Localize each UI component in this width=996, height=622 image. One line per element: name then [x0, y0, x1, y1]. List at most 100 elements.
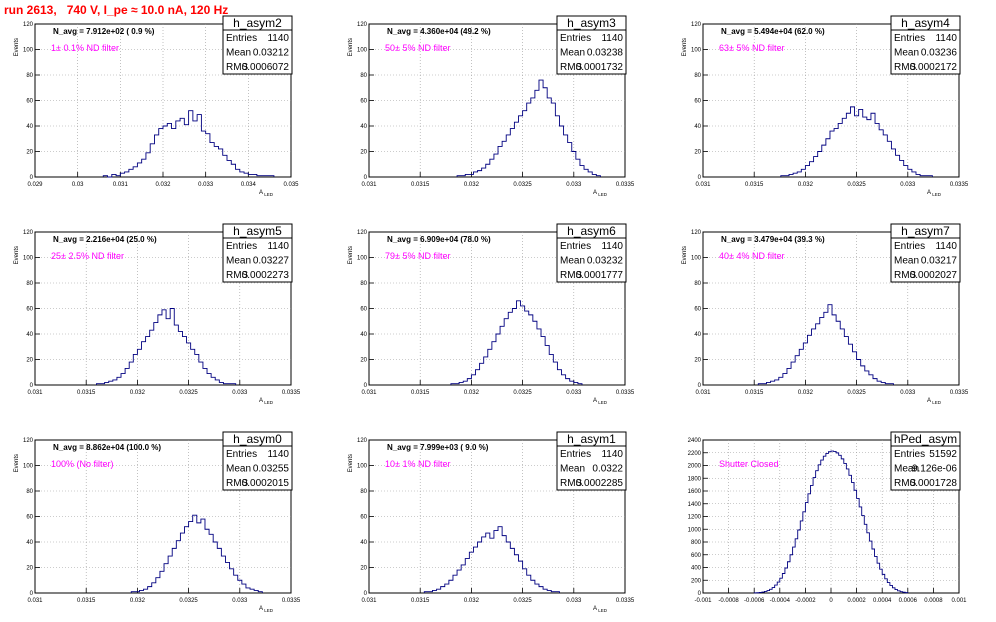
histogram-bin	[559, 126, 563, 177]
y-tick-label: 60	[360, 307, 367, 313]
histogram-bin	[187, 343, 191, 385]
stats-value: 0.03236	[921, 48, 958, 59]
stats-title: h_asym7	[901, 224, 950, 238]
histogram-bin	[162, 310, 166, 385]
y-tick-label: 2200	[688, 451, 702, 457]
histogram-bin	[240, 172, 244, 177]
y-tick-label: 120	[23, 230, 34, 236]
histogram-bin	[521, 306, 525, 385]
x-axis-title: A LED	[259, 190, 274, 197]
histogram-bin	[799, 349, 803, 385]
x-tick-label: 0.0315	[411, 598, 430, 604]
histogram-bin	[486, 164, 490, 177]
x-tick-label: 0.001	[951, 598, 967, 604]
histogram-bin	[800, 521, 803, 593]
histogram-bin	[568, 143, 572, 177]
stats-value: 0.03212	[253, 48, 290, 59]
histogram-bin	[883, 135, 887, 177]
x-tick-label: 0.0006	[899, 598, 918, 604]
stats-value: 0.03238	[587, 48, 624, 59]
histogram-outline	[456, 79, 601, 177]
histogram-bin	[803, 512, 806, 593]
histogram-bin	[508, 312, 512, 385]
x-tick-label: 0.0315	[411, 182, 430, 188]
stats-key: Mean	[894, 48, 919, 59]
y-tick-label: 1800	[688, 476, 702, 482]
y-tick-label: 80	[26, 489, 33, 495]
histogram-bin	[596, 176, 600, 177]
y-tick-label: 0	[364, 175, 368, 181]
x-tick-label: 0.0325	[179, 598, 198, 604]
x-axis-title: A LED	[927, 190, 942, 197]
histogram-bin	[193, 121, 197, 177]
histogram-bin	[555, 116, 559, 177]
histogram-bin	[205, 529, 209, 593]
stats-key: Entries	[226, 241, 257, 252]
n-avg-label: N_avg = 7.912e+02 ( 0.9 %)	[53, 27, 155, 36]
histogram-bin	[887, 583, 890, 593]
histogram-bin	[189, 522, 193, 593]
histogram-bin	[465, 174, 469, 177]
stats-key: Mean	[560, 256, 585, 267]
x-tick-label: 0.034	[241, 182, 257, 188]
histogram-bin	[879, 130, 883, 177]
stats-value: 1140	[267, 33, 289, 44]
x-tick-label: 0.031	[695, 182, 711, 188]
x-tick-label: 0.0325	[847, 390, 866, 396]
histogram-bin	[519, 116, 523, 177]
histogram-bin	[816, 471, 819, 593]
histogram-bin	[206, 134, 210, 177]
histogram-bin	[840, 329, 844, 385]
stats-value: 0.03255	[253, 464, 290, 475]
y-tick-label: 40	[26, 540, 33, 546]
stats-box	[890, 431, 961, 491]
histogram-bin	[890, 585, 893, 593]
histogram-bin	[496, 334, 500, 385]
x-axis-title: A LED	[593, 190, 608, 197]
histogram-bin	[875, 123, 879, 177]
x-axis-title: A LED	[259, 398, 274, 405]
x-tick-label: 0.031	[695, 390, 711, 396]
histogram-bin	[258, 592, 262, 593]
stats-key: Mean	[226, 464, 251, 475]
histogram-bin	[137, 163, 141, 177]
x-tick-label: 0.032	[155, 182, 171, 188]
histogram-bin	[818, 152, 822, 178]
histogram-bin	[482, 537, 486, 593]
stats-value: 0.03232	[587, 256, 624, 267]
histogram-bin	[203, 368, 207, 385]
histogram-bin	[154, 135, 158, 177]
histogram-bin	[758, 384, 762, 385]
histogram-bin	[139, 590, 143, 593]
x-tick-label: 0.033	[566, 390, 582, 396]
histogram-bin	[543, 88, 547, 177]
stats-title: h_asym3	[567, 16, 616, 30]
x-tick-label: 0.033	[566, 182, 582, 188]
stats-value: 0.03217	[921, 256, 958, 267]
histogram-bin	[469, 174, 473, 177]
y-tick-label: 20	[694, 358, 701, 364]
histogram-panel-h_asym3: 0.031 0.0315 0.032 0.0325 0.033 0.0335 0 20 40 60…	[348, 15, 635, 197]
histogram-bin	[176, 541, 180, 593]
y-tick-label: 0	[698, 175, 702, 181]
stats-title: h_asym2	[233, 16, 282, 30]
histogram-bin	[461, 565, 465, 593]
histogram-bin	[877, 563, 880, 593]
y-axis-title: Events	[14, 38, 20, 56]
x-axis-title: A LED	[259, 606, 274, 613]
histogram-bin	[523, 569, 527, 593]
histogram-bin	[121, 374, 125, 385]
histogram-bin	[105, 382, 109, 385]
histogram-bin	[519, 561, 523, 593]
histogram-bin	[184, 125, 188, 177]
histogram-bin	[777, 582, 780, 593]
x-tick-label: 0.031	[27, 390, 43, 396]
x-tick-label: 0.032	[130, 598, 146, 604]
histogram-bin	[502, 536, 506, 593]
histogram-bin	[471, 375, 475, 385]
stats-value: 1140	[601, 449, 623, 460]
x-tick-label: 0.033	[566, 598, 582, 604]
stats-value: 0.0001732	[576, 62, 624, 73]
x-axis-title: A LED	[593, 606, 608, 613]
